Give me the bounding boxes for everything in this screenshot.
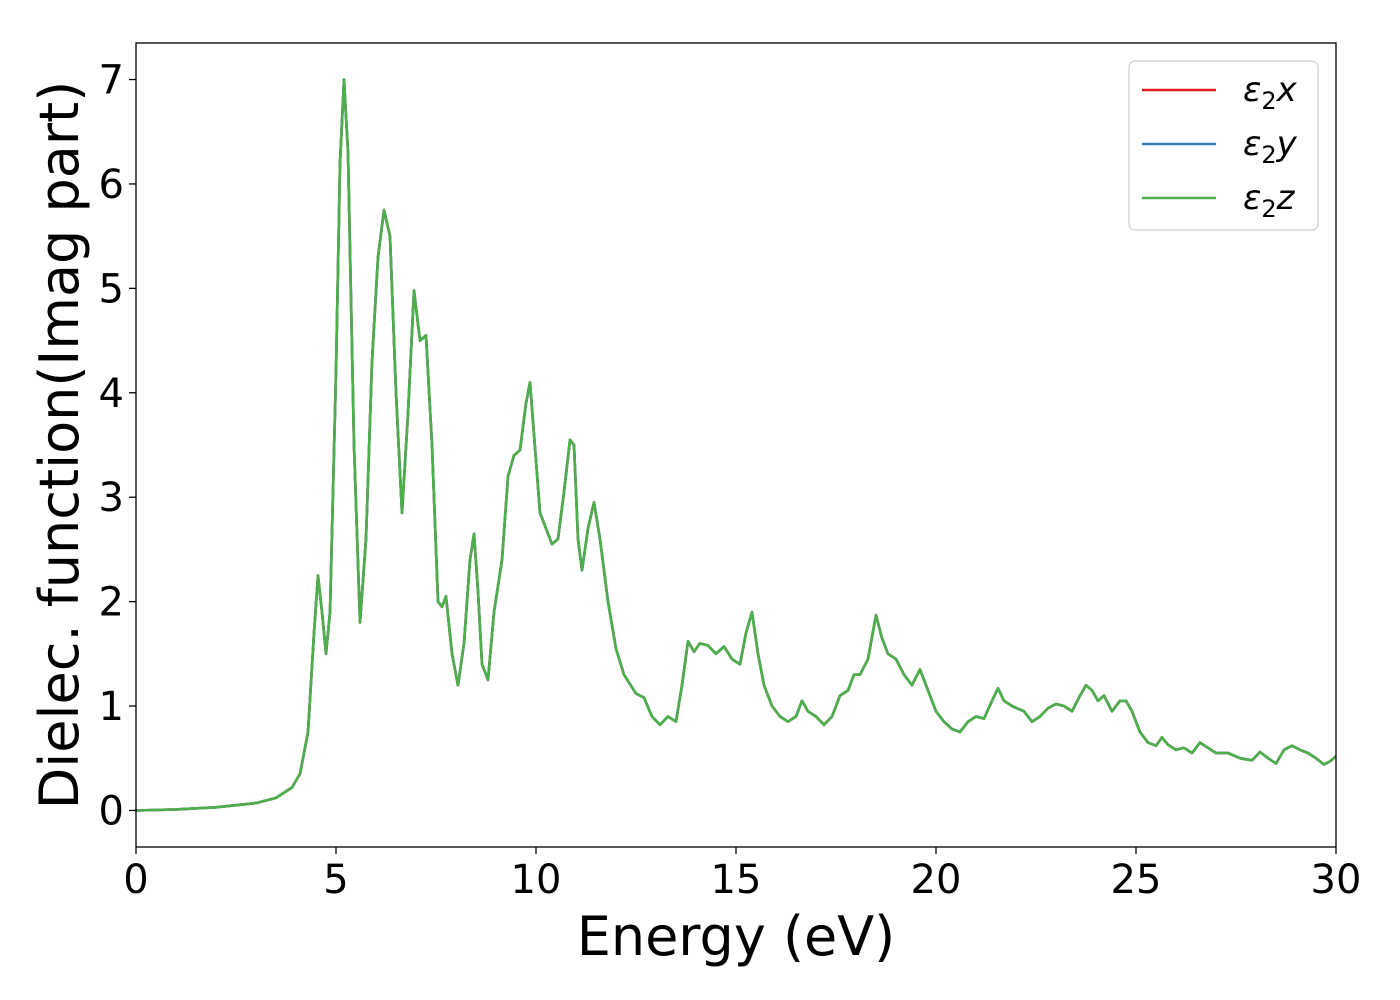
y-axis-title: Dielec. function(Imag part) xyxy=(28,81,91,810)
x-axis-title: Energy (eV) xyxy=(577,905,896,968)
x-tick-label-1: 5 xyxy=(323,857,348,903)
legend-label-z: ε2z xyxy=(1243,178,1296,223)
y-tick-label-6: 6 xyxy=(99,162,124,208)
x-tick-label-3: 15 xyxy=(711,857,762,903)
y-tick-label-2: 2 xyxy=(99,580,124,626)
y-tick-label-4: 4 xyxy=(99,371,124,417)
x-tick-label-2: 10 xyxy=(511,857,562,903)
legend-label-x: ε2x xyxy=(1243,70,1298,115)
y-axis: 0 1 2 3 4 5 6 7 xyxy=(99,58,136,834)
series-line-z xyxy=(135,78,1337,812)
y-tick-label-1: 1 xyxy=(99,684,124,730)
y-tick-label-5: 5 xyxy=(99,266,124,312)
y-tick-label-3: 3 xyxy=(99,475,124,521)
legend-box xyxy=(1128,60,1319,231)
y-tick-label-0: 0 xyxy=(99,788,124,834)
x-tick-label-0: 0 xyxy=(123,857,148,903)
legend-label-y: ε2y xyxy=(1243,124,1298,169)
x-tick-label-4: 20 xyxy=(911,857,962,903)
series-layer xyxy=(135,78,1337,812)
x-tick-label-6: 30 xyxy=(1311,857,1362,903)
x-axis: 0 5 10 15 20 25 30 xyxy=(123,847,1361,903)
y-tick-label-7: 7 xyxy=(99,58,124,104)
x-tick-label-5: 25 xyxy=(1111,857,1162,903)
legend: ε2x ε2y ε2z xyxy=(1128,60,1319,231)
